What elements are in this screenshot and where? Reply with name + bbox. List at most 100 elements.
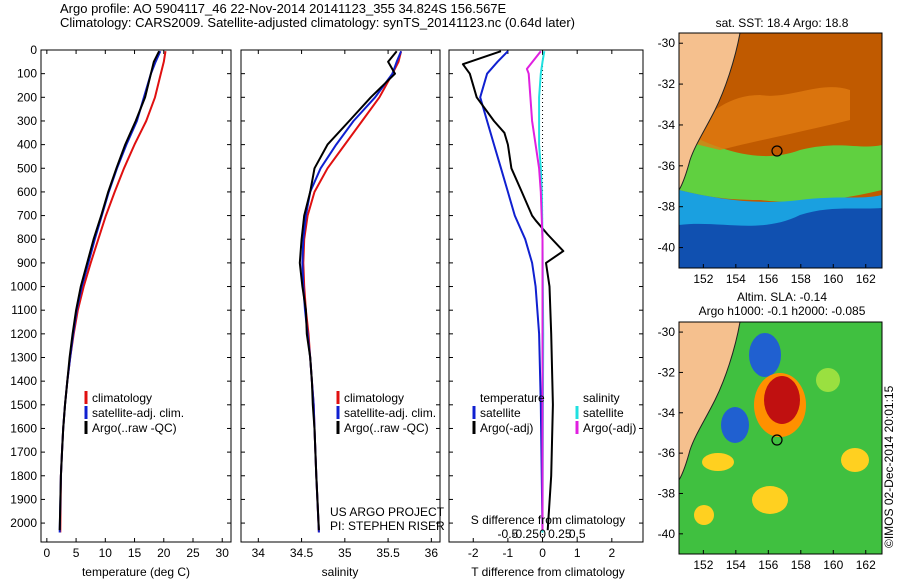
map-lon-tick-label: 158 (791, 272, 811, 286)
map-lon-tick-label: 154 (726, 272, 746, 286)
s-tick-label: 0 (539, 527, 546, 541)
legend-header-salinity: salinity (583, 391, 620, 405)
sla-low-eddy-north (749, 333, 781, 377)
depth-tick-label: 1500 (10, 398, 37, 412)
t-difference-xlabel: T difference from climatology (471, 565, 625, 579)
depth-tick-label: 1800 (10, 469, 37, 483)
sla-low-eddy-west (721, 407, 749, 443)
legend-item-s-argo: Argo(-adj) (583, 421, 636, 435)
x-tick-label: 34.5 (290, 546, 314, 560)
legend-item-satellite: satellite-adj. clim. (344, 406, 436, 420)
map-lon-tick-label: 156 (758, 558, 778, 572)
s-tick-label: -0.25 (512, 527, 540, 541)
series-line-salinity-argo-adj (525, 50, 544, 531)
x-tick-label: 34 (252, 546, 266, 560)
sla-map-panel: Altim. SLA: -0.14 Argo h1000: -0.1 h2000… (658, 290, 883, 572)
map-lat-tick-label: -40 (658, 241, 676, 255)
sla-land-australia (679, 322, 741, 481)
s-tick-label: 0.25 (548, 527, 572, 541)
salinity-legend: climatology satellite-adj. clim. Argo(..… (336, 391, 436, 435)
legend-item-satellite: satellite-adj. clim. (92, 406, 184, 420)
depth-tick-label: 1600 (10, 421, 37, 435)
pi-annotation: PI: STEPHEN RISER (330, 519, 445, 533)
map-lat-tick-label: -32 (658, 77, 676, 91)
map-lat-tick-label: -40 (658, 527, 676, 541)
sst-map-panel: sat. SST: 18.4 Argo: 18.8 152 154 156 158 16… (658, 16, 883, 286)
depth-tick-label: 0 (30, 43, 37, 57)
sla-map-frame (678, 321, 883, 555)
map-lat-tick-label: -30 (658, 325, 676, 339)
x-tick-label: 35 (338, 546, 352, 560)
depth-tick-label: 1000 (10, 280, 37, 294)
depth-tick-label: 600 (17, 185, 37, 199)
sla-map-title-line1: Altim. SLA: -0.14 (737, 290, 827, 304)
series-line-argo-raw-qc (298, 50, 398, 531)
sla-light-patch (816, 368, 840, 392)
x-tick-label: 0 (539, 546, 546, 560)
s-tick-label: -0.5 (498, 527, 519, 541)
legend-item-t-satellite: satellite (480, 406, 521, 420)
series-line-argo-raw-qc (58, 50, 160, 531)
depth-tick-label: 1900 (10, 492, 37, 506)
depth-tick-label: 400 (17, 138, 37, 152)
sla-warm-patch-se (841, 448, 869, 472)
temperature-axes-frame (40, 49, 232, 543)
map-lat-tick-label: -38 (658, 486, 676, 500)
depth-tick-label: 1300 (10, 351, 37, 365)
depth-tick-label: 300 (17, 114, 37, 128)
map-lon-tick-label: 162 (856, 558, 876, 572)
map-lon-tick-label: 156 (758, 272, 778, 286)
temperature-legend: climatology satellite-adj. clim. Argo(..… (84, 391, 184, 435)
map-lat-tick-label: -34 (658, 118, 676, 132)
salinity-panel: 34 34.5 35 35.5 36 salinity climatology sate… (240, 49, 445, 579)
legend-item-s-satellite: satellite (583, 406, 624, 420)
temperature-panel: 0100200300400500600700800900100011001200… (10, 43, 232, 579)
x-tick-label: 1 (574, 546, 581, 560)
map-lat-tick-label: -30 (658, 36, 676, 50)
legend-item-climatology: climatology (92, 391, 152, 405)
difference-panel: -2 -1 0 1 2 T difference from climatology S … (448, 49, 644, 579)
x-tick-label: 15 (128, 546, 142, 560)
x-tick-label: 0 (44, 546, 51, 560)
map-lat-tick-label: -36 (658, 446, 676, 460)
x-tick-label: 36 (425, 546, 439, 560)
s-difference-label: S difference from climatology (471, 513, 626, 527)
x-tick-label: 20 (157, 546, 171, 560)
x-tick-label: 35.5 (376, 546, 400, 560)
map-lat-tick-label: -34 (658, 406, 676, 420)
x-tick-label: 2 (608, 546, 615, 560)
legend-item-argo: Argo(..raw -QC) (344, 421, 429, 435)
depth-tick-label: 100 (17, 67, 37, 81)
depth-tick-label: 1200 (10, 327, 37, 341)
x-tick-label: 25 (186, 546, 200, 560)
depth-tick-label: 1700 (10, 445, 37, 459)
legend-item-climatology: climatology (344, 391, 404, 405)
legend-item-argo: Argo(..raw -QC) (92, 421, 177, 435)
header-title-line2: Climatology: CARS2009. Satellite-adjuste… (60, 15, 575, 30)
salinity-xlabel: salinity (322, 565, 359, 579)
sst-map-title: sat. SST: 18.4 Argo: 18.8 (716, 16, 849, 30)
map-lon-tick-label: 152 (693, 272, 713, 286)
map-lat-tick-label: -38 (658, 200, 676, 214)
depth-tick-label: 1100 (11, 303, 37, 317)
x-tick-label: 5 (73, 546, 80, 560)
difference-axes-frame (448, 49, 644, 543)
map-lon-tick-label: 154 (726, 558, 746, 572)
sst-cold-water (679, 208, 882, 268)
sst-land-australia (679, 33, 741, 191)
series-line-temperature-argo-adj (461, 50, 565, 531)
map-lon-tick-label: 158 (791, 558, 811, 572)
depth-tick-label: 1400 (10, 374, 37, 388)
x-tick-label: -1 (503, 546, 514, 560)
difference-legend: temperature satellite Argo(-adj) salinit… (472, 391, 636, 435)
legend-header-temperature: temperature (480, 391, 545, 405)
map-lon-tick-label: 160 (823, 558, 843, 572)
x-tick-label: 10 (99, 546, 113, 560)
depth-tick-label: 2000 (10, 516, 37, 530)
depth-tick-label: 900 (17, 256, 37, 270)
map-lat-tick-label: -36 (658, 159, 676, 173)
series-line-temperature-satellite (479, 50, 544, 533)
depth-tick-label: 200 (17, 90, 37, 104)
